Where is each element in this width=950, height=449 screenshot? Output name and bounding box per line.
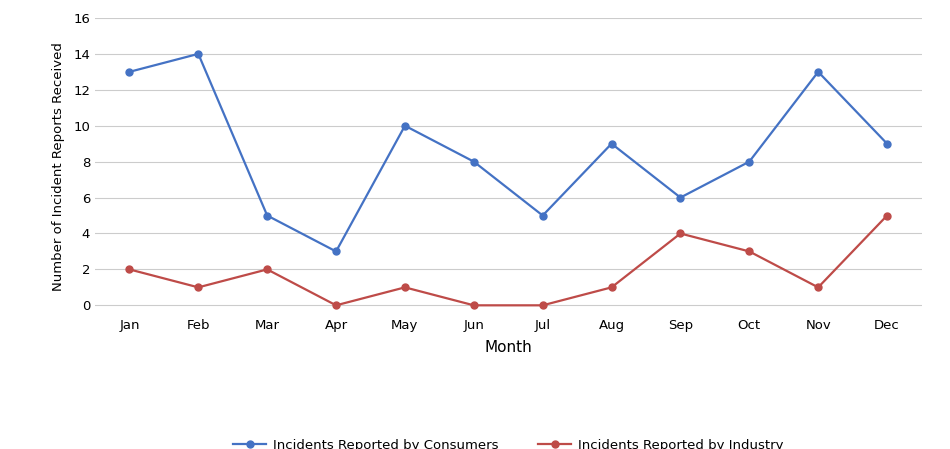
Incidents Reported by Consumers (261, 213, 273, 218)
Incidents Reported by Industry (193, 285, 204, 290)
Incidents Reported by Industry (744, 249, 755, 254)
Incidents Reported by Industry (468, 303, 480, 308)
Incidents Reported by Consumers (882, 141, 893, 146)
Incidents Reported by Consumers (124, 69, 135, 75)
Incidents Reported by Industry (674, 231, 686, 236)
Line: Incidents Reported by Consumers: Incidents Reported by Consumers (126, 50, 890, 255)
Incidents Reported by Industry (261, 267, 273, 272)
Incidents Reported by Consumers (744, 159, 755, 164)
Incidents Reported by Industry (331, 303, 342, 308)
Incidents Reported by Industry (537, 303, 548, 308)
Incidents Reported by Consumers (812, 69, 824, 75)
Incidents Reported by Consumers (331, 249, 342, 254)
Line: Incidents Reported by Industry: Incidents Reported by Industry (126, 212, 890, 309)
Incidents Reported by Industry (812, 285, 824, 290)
Legend: Incidents Reported by Consumers, Incidents Reported by Industry: Incidents Reported by Consumers, Inciden… (228, 433, 788, 449)
Incidents Reported by Consumers (193, 51, 204, 57)
Incidents Reported by Industry (124, 267, 135, 272)
Incidents Reported by Consumers (468, 159, 480, 164)
Incidents Reported by Consumers (606, 141, 618, 146)
Incidents Reported by Industry (882, 213, 893, 218)
Incidents Reported by Industry (606, 285, 618, 290)
Incidents Reported by Industry (399, 285, 410, 290)
X-axis label: Month: Month (484, 340, 532, 356)
Incidents Reported by Consumers (537, 213, 548, 218)
Incidents Reported by Consumers (399, 123, 410, 128)
Y-axis label: Number of Incident Reports Received: Number of Incident Reports Received (52, 42, 65, 291)
Incidents Reported by Consumers (674, 195, 686, 200)
